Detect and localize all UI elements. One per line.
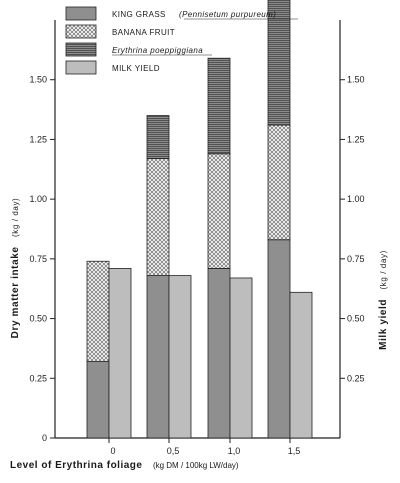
y-tick-label-right: 0.75 [347, 254, 365, 264]
y-tick-label-left: 0.25 [29, 373, 47, 383]
x-ticks: 0 0,5 1,0 1,5 [108, 438, 301, 456]
legend-swatch-erythrina [65, 42, 97, 57]
x-tick-label: 0 [110, 446, 115, 456]
bar-milk-yield [168, 275, 192, 439]
y-tick-label-right: 1.00 [347, 194, 365, 204]
legend-swatch-king-grass [65, 6, 97, 21]
y-tick-label-left: 0.50 [29, 314, 47, 324]
bars [86, 0, 313, 439]
y-tick-label-left: 1.25 [29, 134, 47, 144]
bar-milk-yield [108, 268, 132, 439]
bar-banana-fruit [267, 124, 291, 241]
legend-label-milk: MILK YIELD [112, 64, 160, 73]
bar-king-grass [146, 275, 170, 439]
right-ticks: 0.25 0.50 0.75 1.00 1.25 1.50 [340, 75, 365, 383]
legend-swatch-banana [65, 24, 97, 39]
y-tick-label-right: 1.50 [347, 75, 365, 85]
bar-milk-yield [289, 291, 313, 439]
bar-erythrina-poeppiggiana [146, 115, 170, 159]
y-tick-label-left: 1.00 [29, 194, 47, 204]
legend-label-king-grass-latin: (Pennisetum purpureum) [179, 10, 276, 19]
left-axis-label: Dry matter intake (kg / day) [10, 198, 21, 339]
y-tick-label-left: 0.75 [29, 254, 47, 264]
x-tick-label: 0,5 [167, 446, 180, 456]
y-tick-label-right: 1.25 [347, 134, 365, 144]
y-tick-label-right: 0.25 [347, 373, 365, 383]
left-ticks: 0 0.25 0.50 0.75 1.00 1.25 1.50 [29, 75, 55, 443]
y-tick-label-left: 1.50 [29, 75, 47, 85]
bar-milk-yield [229, 277, 253, 439]
y-tick-label-right: 0.50 [347, 314, 365, 324]
x-tick-label: 1,0 [228, 446, 241, 456]
bar-king-grass [207, 268, 231, 439]
legend-label-erythrina: Erythrina poeppiggiana [112, 46, 203, 55]
legend: KING GRASS (Pennisetum purpureum) BANANA… [65, 6, 298, 75]
legend-label-king-grass: KING GRASS [112, 10, 166, 19]
bar-banana-fruit [86, 260, 110, 362]
legend-swatch-milk [65, 60, 97, 75]
y-tick-label-left: 0 [42, 433, 47, 443]
bar-erythrina-poeppiggiana [267, 0, 291, 126]
x-tick-label: 1,5 [288, 446, 301, 456]
x-axis-label: Level of Erythrina foliage (kg DM / 100k… [10, 455, 239, 472]
bar-banana-fruit [207, 153, 231, 269]
bar-erythrina-poeppiggiana [207, 57, 231, 155]
bar-king-grass [267, 239, 291, 439]
bar-banana-fruit [146, 158, 170, 276]
bar-king-grass [86, 361, 110, 439]
right-axis-label: Milk yield (kg / day) [378, 250, 389, 350]
legend-label-banana: BANANA FRUIT [112, 28, 175, 37]
